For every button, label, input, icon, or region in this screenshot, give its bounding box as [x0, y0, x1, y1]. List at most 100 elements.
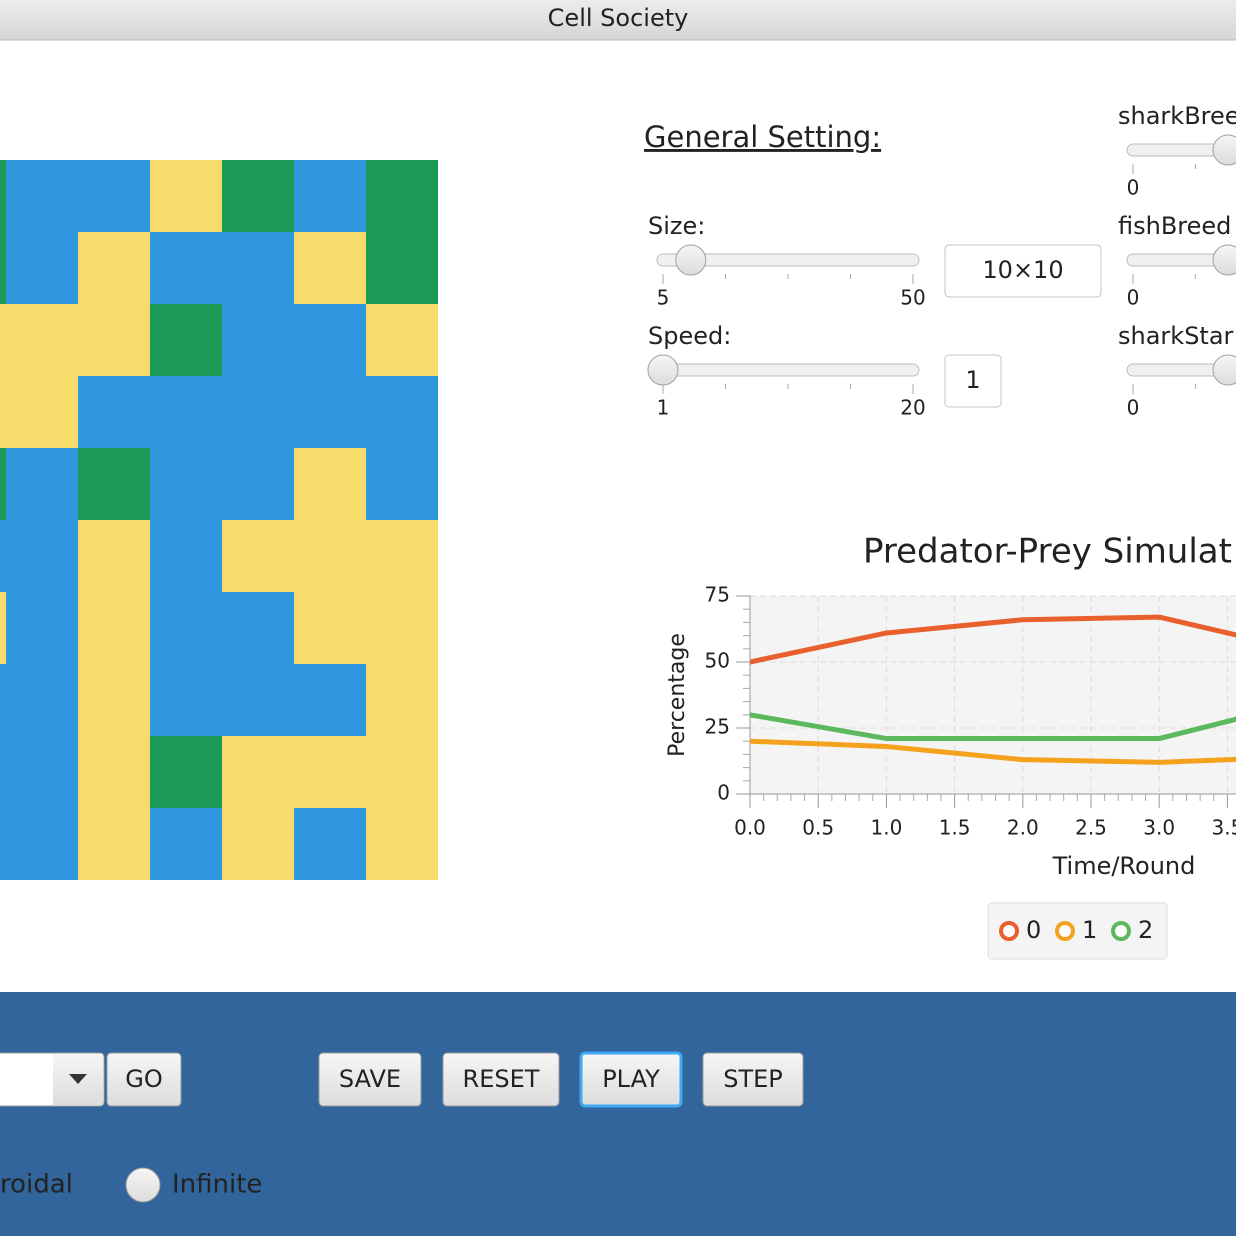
slider-max: 20: [900, 396, 925, 420]
slider-thumb[interactable]: [1212, 354, 1236, 386]
cell: [294, 664, 366, 736]
text-field[interactable]: [944, 354, 1002, 408]
text-field-value: 10×10: [982, 256, 1063, 284]
slider-min: 0: [1127, 286, 1140, 310]
cell: [222, 736, 294, 808]
cell: [78, 448, 150, 520]
cell: [6, 664, 78, 736]
cell: [366, 160, 438, 232]
cell: [150, 304, 222, 376]
cell: [0, 592, 6, 664]
cell: [366, 520, 438, 592]
legend-symbol: [999, 921, 1019, 941]
cell: [6, 160, 78, 232]
cell: [6, 376, 78, 448]
y-axis-label: Percentage: [665, 633, 690, 757]
legend: [987, 902, 1168, 960]
button[interactable]: [442, 1052, 560, 1107]
slider-min: 5: [657, 286, 670, 310]
cell: [366, 376, 438, 448]
cell: [150, 808, 222, 880]
cell: [0, 160, 6, 232]
button[interactable]: [318, 1052, 422, 1107]
cell: [78, 664, 150, 736]
x-tick-label: 2.5: [1075, 816, 1107, 840]
cell: [0, 448, 6, 520]
cell: [150, 520, 222, 592]
legend-symbol: [1111, 921, 1131, 941]
control-bar: [0, 992, 1236, 1236]
cell: [222, 448, 294, 520]
cell: [78, 232, 150, 304]
cell: [222, 520, 294, 592]
cell: [6, 592, 78, 664]
cell: [294, 160, 366, 232]
radio-label: roidal: [0, 1170, 73, 1200]
cell: [150, 448, 222, 520]
slider-track: [656, 363, 920, 377]
button-label: PLAY: [602, 1065, 660, 1093]
cell: [150, 160, 222, 232]
x-tick-label: 0.0: [734, 816, 766, 840]
button[interactable]: [579, 1051, 683, 1108]
slider-thumb[interactable]: [1212, 134, 1236, 166]
y-tick-label: 75: [705, 583, 730, 607]
x-axis-label: Time/Round: [1052, 852, 1196, 880]
cell: [150, 376, 222, 448]
cell: [6, 304, 78, 376]
slider-label: sharkBree: [1118, 102, 1236, 130]
slider-min: 0: [1127, 396, 1140, 420]
cell: [366, 232, 438, 304]
slider-label: fishBreed: [1118, 212, 1231, 240]
cell: [294, 592, 366, 664]
cell: [150, 232, 222, 304]
x-tick-label: 2.0: [1007, 816, 1039, 840]
cell: [0, 736, 6, 808]
button[interactable]: [702, 1052, 804, 1107]
cell: [78, 592, 150, 664]
y-tick-label: 0: [717, 781, 730, 805]
legend-label: 1: [1082, 916, 1097, 944]
cell: [78, 736, 150, 808]
cell: [150, 592, 222, 664]
cell: [6, 232, 78, 304]
cell: [78, 160, 150, 232]
cell: [0, 808, 6, 880]
legend-label: 0: [1026, 916, 1041, 944]
cell: [0, 664, 6, 736]
cell: [222, 808, 294, 880]
cell: [150, 664, 222, 736]
x-tick-label: 1.0: [870, 816, 902, 840]
cell: [366, 808, 438, 880]
cell: [222, 160, 294, 232]
combo-arrow: [69, 1074, 87, 1084]
cell: [222, 304, 294, 376]
slider-label: sharkStar: [1118, 322, 1234, 350]
cell: [294, 376, 366, 448]
cell: [78, 808, 150, 880]
cell: [366, 664, 438, 736]
button[interactable]: [106, 1052, 182, 1107]
cell: [294, 736, 366, 808]
slider-label: Size:: [648, 212, 705, 240]
text-field-value: 1: [965, 366, 980, 394]
radio-button[interactable]: [125, 1167, 161, 1203]
text-field[interactable]: [944, 244, 1102, 298]
line: [750, 738, 1236, 765]
button-label: STEP: [723, 1065, 783, 1093]
slider-thumb[interactable]: [675, 244, 707, 276]
slider-thumb[interactable]: [647, 354, 679, 386]
cell: [222, 664, 294, 736]
slider-thumb[interactable]: [1212, 244, 1236, 276]
y-tick-label: 25: [705, 715, 730, 739]
button-label: GO: [125, 1065, 163, 1093]
button-label: SAVE: [339, 1065, 401, 1093]
cell: [6, 808, 78, 880]
cell: [366, 448, 438, 520]
cell: [366, 304, 438, 376]
chart-title: Predator-Prey Simulat: [863, 532, 1232, 572]
x-tick-label: 0.5: [802, 816, 834, 840]
cell: [222, 376, 294, 448]
